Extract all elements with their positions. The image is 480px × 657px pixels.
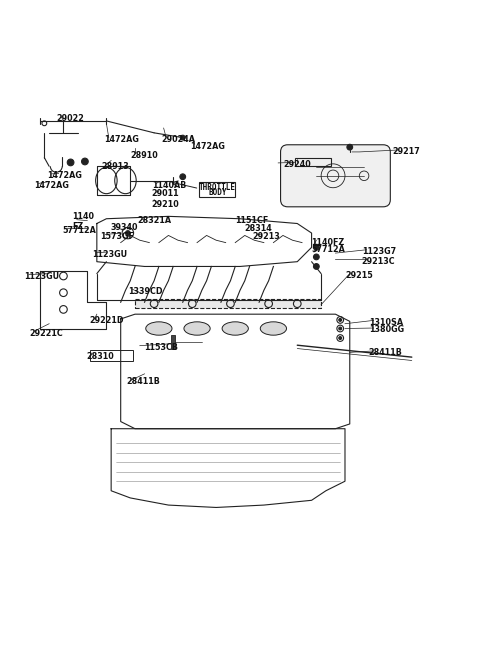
Circle shape <box>67 159 74 166</box>
Text: 57712A: 57712A <box>62 226 96 235</box>
Bar <box>171 335 175 349</box>
Circle shape <box>125 231 130 235</box>
Text: 1123G7: 1123G7 <box>362 247 396 256</box>
Circle shape <box>180 174 186 179</box>
Text: 1472AG: 1472AG <box>47 171 82 180</box>
Ellipse shape <box>222 322 248 335</box>
Text: 39340: 39340 <box>110 223 138 232</box>
Circle shape <box>82 158 88 165</box>
Ellipse shape <box>146 322 172 335</box>
Text: 1380GG: 1380GG <box>369 325 404 334</box>
Text: 1573GF: 1573GF <box>101 232 134 241</box>
Circle shape <box>339 327 342 330</box>
Bar <box>295 158 331 166</box>
Circle shape <box>180 135 185 140</box>
Text: 1339CD: 1339CD <box>128 286 162 296</box>
Text: 1310SA: 1310SA <box>369 318 403 327</box>
Text: 1140FZ: 1140FZ <box>312 238 345 246</box>
Circle shape <box>313 244 319 250</box>
Text: 1151CF: 1151CF <box>235 216 268 225</box>
Circle shape <box>313 263 319 269</box>
Bar <box>135 299 321 308</box>
Text: 1140AB: 1140AB <box>152 181 186 190</box>
Text: 29240: 29240 <box>283 160 311 170</box>
Text: 57712A: 57712A <box>312 245 346 254</box>
Circle shape <box>339 319 342 321</box>
Text: 29215: 29215 <box>345 271 373 280</box>
FancyBboxPatch shape <box>281 145 390 207</box>
Text: 29217: 29217 <box>393 147 420 156</box>
Text: 1472AG: 1472AG <box>190 142 225 150</box>
Text: 28310: 28310 <box>86 351 114 361</box>
Text: 1153CB: 1153CB <box>144 343 179 352</box>
Text: 1140
FZ: 1140 FZ <box>72 212 94 231</box>
Text: 28321A: 28321A <box>137 216 171 225</box>
Text: 29024A: 29024A <box>161 135 195 143</box>
Text: 1472AG: 1472AG <box>104 135 139 144</box>
Circle shape <box>339 336 342 340</box>
Text: 1123GU: 1123GU <box>24 272 60 281</box>
Text: 29221D: 29221D <box>90 317 124 325</box>
Text: 28910: 28910 <box>130 150 158 160</box>
Text: BODY: BODY <box>208 189 227 198</box>
Ellipse shape <box>184 322 210 335</box>
Text: 28314: 28314 <box>245 224 273 233</box>
Text: 29213C: 29213C <box>362 257 396 265</box>
Text: 28411B: 28411B <box>369 348 403 357</box>
Text: 1472AG: 1472AG <box>34 181 69 190</box>
Text: THROTTLE: THROTTLE <box>199 183 236 192</box>
Bar <box>199 181 235 197</box>
Circle shape <box>347 145 353 150</box>
Text: 1123GU: 1123GU <box>92 250 127 259</box>
Text: 29210: 29210 <box>152 200 180 209</box>
Text: 29213: 29213 <box>252 233 280 241</box>
Bar <box>90 350 132 361</box>
Ellipse shape <box>260 322 287 335</box>
Text: 29221C: 29221C <box>29 328 63 338</box>
Circle shape <box>313 254 319 260</box>
Text: 28913: 28913 <box>102 162 129 171</box>
Text: 29011: 29011 <box>152 189 180 198</box>
Text: 28411B: 28411B <box>126 378 160 386</box>
Text: 29022: 29022 <box>56 114 84 123</box>
